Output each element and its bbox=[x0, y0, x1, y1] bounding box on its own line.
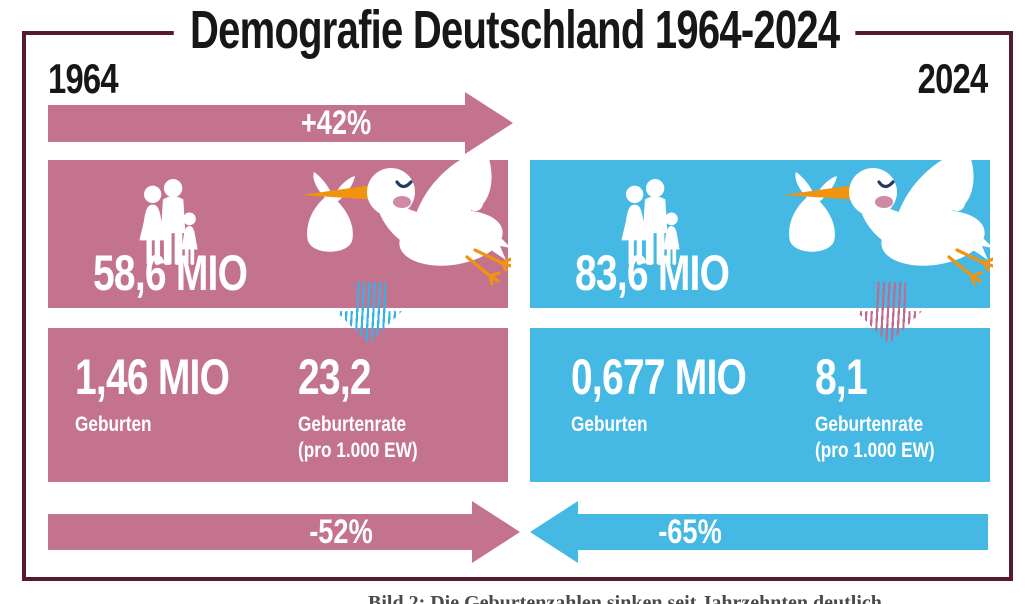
arrow-shaft bbox=[48, 514, 472, 550]
births-column: 1,46 MIO Geburten bbox=[75, 352, 273, 438]
births-value-1964: 1,46 MIO bbox=[75, 349, 230, 405]
arrow-head-left-icon bbox=[530, 501, 578, 563]
panel-2024-births: 0,677 MIO Geburten 8,1 Geburtenrate (pro… bbox=[530, 328, 990, 482]
population-change-value: +42% bbox=[300, 104, 371, 142]
page-title-text: Demografie Deutschland 1964-2024 bbox=[174, 2, 856, 59]
stork-with-bundle-icon bbox=[301, 154, 511, 286]
rate-change-value: -65% bbox=[658, 513, 723, 551]
panel-2024-population: 83,6 MIO bbox=[530, 154, 993, 308]
page-title: Demografie Deutschland 1964-2024 bbox=[0, 2, 1030, 59]
year-label-1964: 1964 bbox=[48, 55, 119, 102]
rate-value-1964: 23,2 bbox=[298, 349, 372, 405]
stork-with-bundle-icon bbox=[783, 154, 993, 286]
figure-caption: Bild 2: Die Geburtenzahlen sinken seit J… bbox=[368, 592, 882, 604]
panel-1964-population: 58,6 MIO bbox=[48, 154, 511, 308]
rate-label: Geburtenrate (pro 1.000 EW) bbox=[298, 413, 418, 463]
births-label: Geburten bbox=[571, 413, 648, 436]
family-icon bbox=[621, 179, 680, 265]
arrow-head-right-icon bbox=[465, 92, 513, 154]
family-icon bbox=[139, 179, 198, 265]
rate-column: 23,2 Geburtenrate (pro 1.000 EW) bbox=[298, 352, 444, 465]
rate-decline-arrow: -65% bbox=[530, 500, 988, 564]
arrow-shaft bbox=[578, 514, 988, 550]
population-growth-arrow: +42% bbox=[48, 92, 513, 154]
population-value-2024: 83,6 MIO bbox=[575, 245, 730, 301]
rate-value-2024: 8,1 bbox=[815, 349, 868, 405]
rate-label: Geburtenrate (pro 1.000 EW) bbox=[815, 413, 935, 463]
arrow-shaft bbox=[48, 105, 465, 142]
arrow-head-right-icon bbox=[472, 501, 520, 563]
births-change-value: -52% bbox=[308, 513, 373, 551]
population-value-1964: 58,6 MIO bbox=[93, 245, 248, 301]
births-value-2024: 0,677 MIO bbox=[571, 349, 747, 405]
births-label: Geburten bbox=[75, 413, 152, 436]
panel-1964-births: 1,46 MIO Geburten 23,2 Geburtenrate (pro… bbox=[48, 328, 508, 482]
births-decline-arrow: -52% bbox=[48, 500, 520, 564]
rate-column: 8,1 Geburtenrate (pro 1.000 EW) bbox=[815, 352, 961, 465]
year-label-2024: 2024 bbox=[917, 55, 988, 102]
births-column: 0,677 MIO Geburten bbox=[571, 352, 795, 438]
